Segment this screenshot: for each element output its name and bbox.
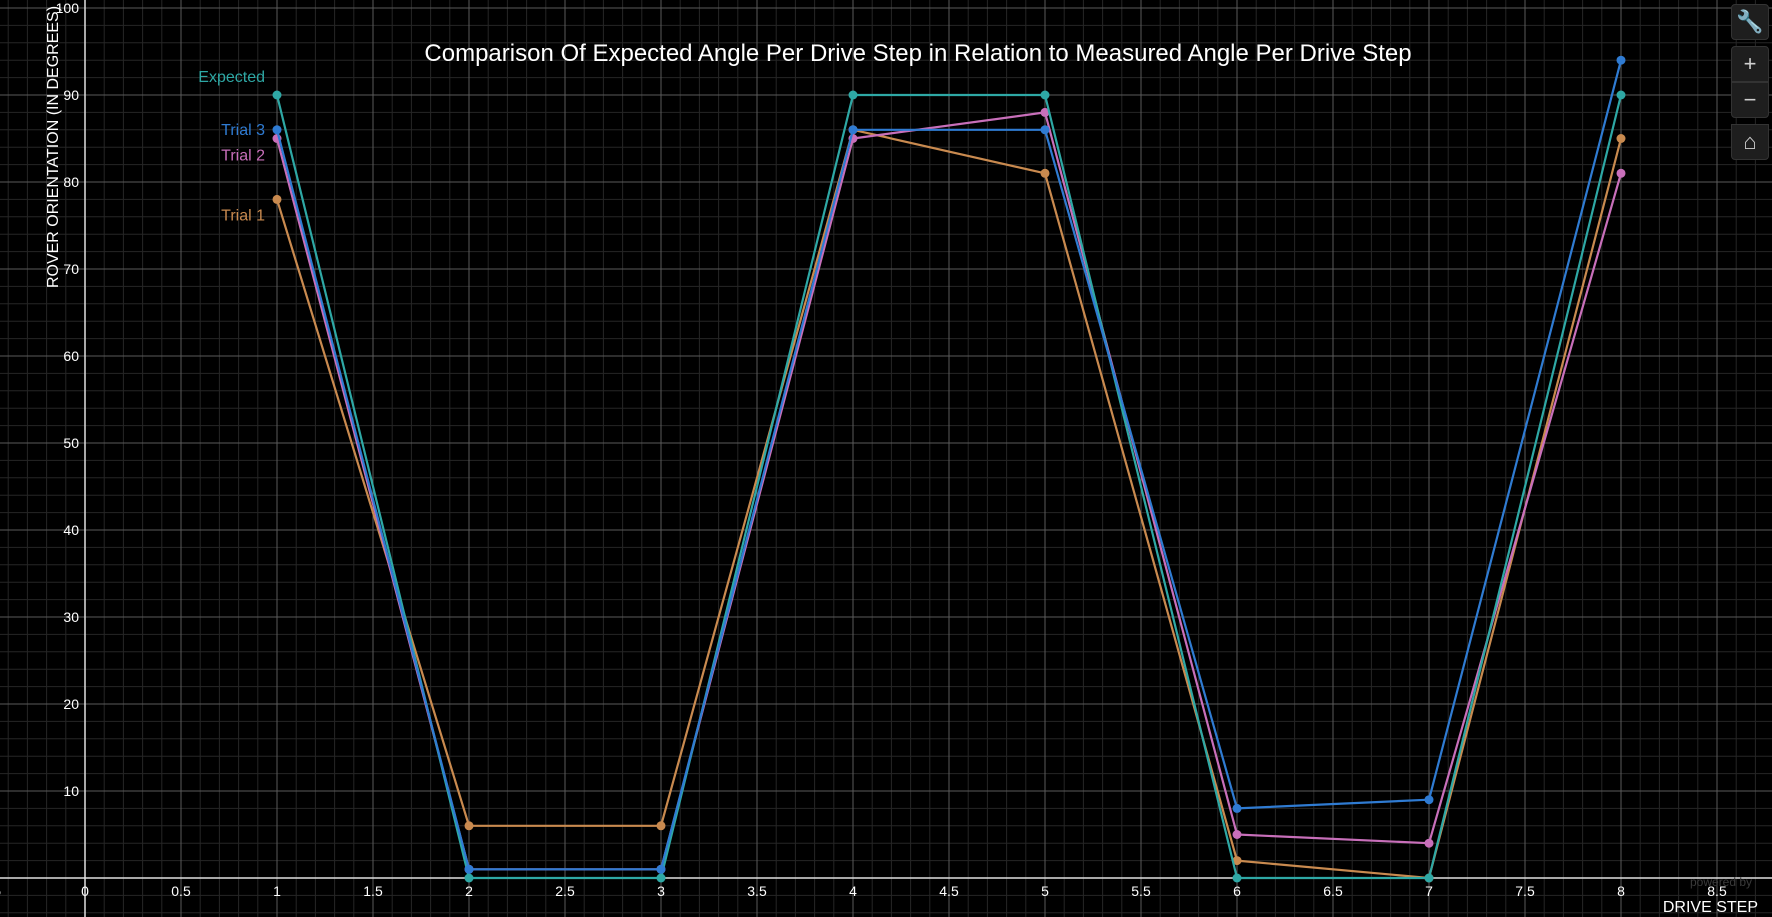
data-point-trial-2[interactable] <box>1424 838 1434 848</box>
data-point-expected[interactable] <box>656 873 666 883</box>
x-axis-label: DRIVE STEP <box>1663 899 1758 916</box>
series-label-trial-2: Trial 2 <box>221 148 265 165</box>
data-point-trial-2[interactable] <box>1232 830 1242 839</box>
x-tick-label: 0.5 <box>171 883 191 899</box>
x-tick-label: 4 <box>849 883 857 899</box>
data-point-trial-1[interactable] <box>272 194 282 204</box>
y-tick-label: 70 <box>63 261 79 277</box>
x-tick-label: 1.5 <box>363 883 383 899</box>
data-point-expected[interactable] <box>848 90 858 100</box>
x-tick-label: 3.5 <box>747 883 767 899</box>
y-axis-label: ROVER ORIENTATION (IN DEGREES) <box>45 6 62 288</box>
y-tick-label: 40 <box>63 522 79 538</box>
data-point-expected[interactable] <box>1040 90 1050 100</box>
x-tick-label: 5.5 <box>1131 883 1151 899</box>
series-label-trial-1: Trial 1 <box>221 207 265 224</box>
y-tick-label: 80 <box>63 174 79 190</box>
y-tick-label: 90 <box>63 87 79 103</box>
data-point-trial-1[interactable] <box>1040 168 1050 178</box>
x-tick-label: 7 <box>1425 883 1433 899</box>
data-point-trial-3[interactable] <box>272 125 282 135</box>
series-line-trial-3 <box>275 59 1623 871</box>
data-point-trial-3[interactable] <box>1424 795 1434 805</box>
x-tick-label: 4.5 <box>939 883 959 899</box>
x-tick-label: 0 <box>81 883 89 899</box>
data-point-trial-2[interactable] <box>1040 107 1050 117</box>
watermark: powered by <box>1690 875 1753 889</box>
series-label-expected: Expected <box>198 69 265 86</box>
x-tick-label: 8.5 <box>1707 883 1727 899</box>
x-tick-label: 7.5 <box>1515 883 1535 899</box>
series-line-expected <box>275 93 1623 880</box>
series-label-trial-3: Trial 3 <box>221 122 265 139</box>
y-tick-label: 30 <box>63 609 79 625</box>
data-point-trial-1[interactable] <box>1232 856 1242 866</box>
plus-icon[interactable]: + <box>1731 46 1769 82</box>
data-point-expected[interactable] <box>1616 90 1626 100</box>
y-tick-label: 100 <box>56 0 80 16</box>
data-point-expected[interactable] <box>272 90 282 100</box>
home-icon[interactable]: ⌂ <box>1731 124 1769 160</box>
series-layer <box>272 55 1626 883</box>
data-point-trial-3[interactable] <box>848 125 858 135</box>
x-tick-label: -0.5 <box>0 883 1 899</box>
x-tick-label: 5 <box>1041 883 1049 899</box>
data-point-trial-3[interactable] <box>1616 55 1626 65</box>
series-expected <box>272 90 1626 883</box>
x-tick-label: 1 <box>273 883 281 899</box>
graph-toolbar: 🔧 + − ⌂ <box>1731 4 1769 160</box>
data-point-trial-1[interactable] <box>1616 134 1626 143</box>
chart-title: Comparison Of Expected Angle Per Drive S… <box>424 40 1411 67</box>
home-controls: ⌂ <box>1731 124 1769 160</box>
data-point-trial-2[interactable] <box>1616 168 1626 178</box>
series-line-trial-1 <box>275 128 1623 880</box>
data-point-expected[interactable] <box>1424 873 1434 883</box>
series-trial-3 <box>272 55 1626 874</box>
x-tick-label: 3 <box>657 883 665 899</box>
data-point-trial-3[interactable] <box>656 864 666 874</box>
x-tick-label: 6.5 <box>1323 883 1343 899</box>
x-tick-label: 8 <box>1617 883 1625 899</box>
data-point-trial-3[interactable] <box>1040 125 1050 135</box>
minus-icon[interactable]: − <box>1731 82 1769 118</box>
data-point-trial-1[interactable] <box>464 821 474 831</box>
x-tick-label: 2 <box>465 883 473 899</box>
wrench-icon[interactable]: 🔧 <box>1731 4 1769 40</box>
zoom-controls: + − <box>1731 46 1769 118</box>
data-point-expected[interactable] <box>464 873 474 883</box>
y-tick-label: 50 <box>63 435 79 451</box>
x-tick-label: 6 <box>1233 883 1241 899</box>
y-tick-label: 60 <box>63 348 79 364</box>
x-tick-label: 2.5 <box>555 883 575 899</box>
data-point-trial-3[interactable] <box>1232 803 1242 813</box>
y-tick-label: 10 <box>63 783 79 799</box>
data-point-trial-3[interactable] <box>464 864 474 874</box>
data-point-expected[interactable] <box>1232 873 1242 883</box>
data-point-trial-1[interactable] <box>656 821 666 831</box>
y-tick-label: 20 <box>63 696 79 712</box>
